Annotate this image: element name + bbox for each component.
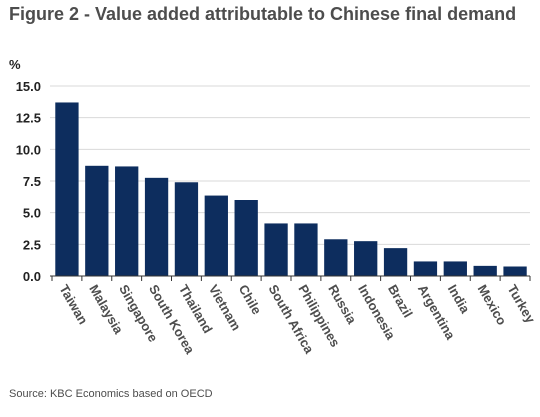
bar-mexico [473,265,497,276]
bar-argentina [413,261,438,276]
bar-turkey [503,266,527,276]
bar-taiwan [55,102,79,276]
y-tick-label: 5.0 [23,206,41,221]
bar-brazil [383,248,408,276]
bar-indonesia [354,241,378,276]
bar-thailand [174,182,199,276]
bars [55,102,527,276]
y-tick-label: 12.5 [16,111,41,126]
y-axis-label: % [9,57,21,72]
y-axis-ticks: 0.0 2.5 5.0 7.5 10.0 12.5 15.0 [16,79,41,284]
chart-title: Figure 2 - Value added attributable to C… [9,4,517,24]
y-tick-label: 0.0 [23,269,41,284]
bar-chile [234,200,258,276]
bar-russia [324,239,348,276]
y-tick-label: 7.5 [23,174,41,189]
bar-south-africa [264,223,288,276]
bar-india [443,261,467,276]
bar-south-korea [144,177,169,276]
y-tick-label: 10.0 [16,142,41,157]
y-tick-label: 15.0 [16,79,41,94]
source-note: Source: KBC Economics based on OECD [9,388,213,400]
bar-malaysia [85,165,109,276]
bar-vietnam [204,195,228,276]
x-tick-label: India [445,282,474,316]
bar-chart: 0.0 2.5 5.0 7.5 10.0 12.5 15.0 TaiwanMalaysiaS… [16,79,539,357]
x-tick-label: Brazil [385,282,416,320]
x-tick-label: Taiwan [56,282,91,327]
y-tick-label: 2.5 [23,237,41,252]
bar-singapore [115,166,139,276]
x-tick-label: Chile [236,282,265,317]
bar-philippines [294,223,318,276]
